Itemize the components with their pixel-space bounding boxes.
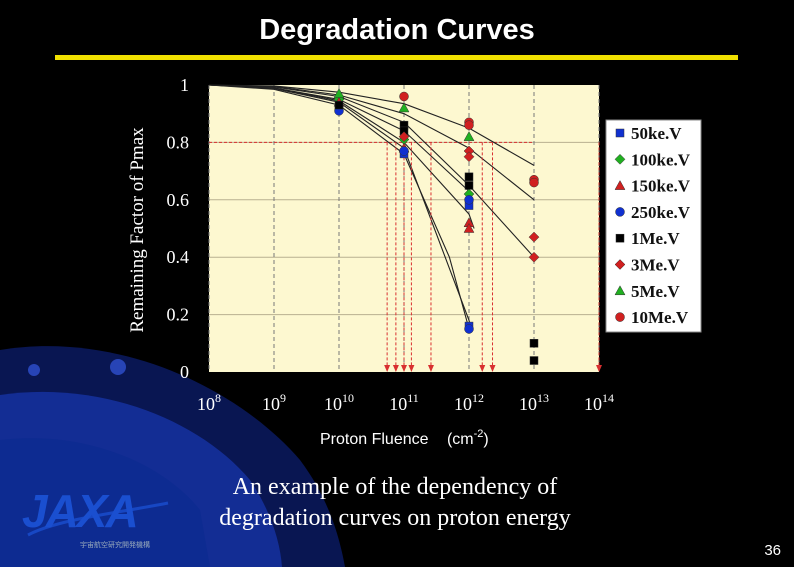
legend-marker [615, 128, 625, 138]
legend-marker [614, 180, 626, 190]
fit-curve [208, 84, 470, 330]
threshold-arrow-head [408, 365, 415, 372]
legend: 50ke.V 100ke.V 150ke.V 250ke.V 1Me.V 3Me.V 5Me… [605, 119, 702, 333]
data-point [464, 195, 474, 205]
threshold-arrow-head [427, 365, 434, 372]
x-tick-label: 108 [197, 391, 221, 414]
legend-box [605, 119, 702, 333]
x-tick-label: 1011 [389, 391, 419, 414]
threshold-arrow-head [489, 365, 496, 372]
data-point [334, 100, 344, 110]
legend-label: 1Me.V [631, 229, 680, 248]
data-point [464, 120, 474, 130]
legend-marker [614, 153, 626, 165]
x-tick-label: 1010 [324, 391, 354, 414]
data-point [529, 339, 539, 348]
jaxa-logo: JAXA 宇宙航空研究開発機構 [22, 485, 169, 549]
y-axis-label: Remaining Factor of Pmax [127, 127, 148, 333]
threshold-arrow-head [596, 365, 602, 372]
legend-label: 100ke.V [631, 150, 691, 169]
data-point [399, 91, 409, 102]
x-axis-unit-close: ) [483, 431, 488, 448]
legend-label: 50ke.V [631, 124, 682, 143]
page-number: 36 [764, 542, 781, 559]
data-point [528, 251, 540, 263]
threshold-arrow-head [392, 365, 399, 372]
y-tick-label: 0.2 [167, 305, 190, 325]
legend-marker [615, 312, 625, 322]
fit-curve [208, 84, 535, 258]
caption-line-1: An example of the dependency of [232, 474, 558, 500]
x-axis-unit-exp: -2 [474, 428, 484, 440]
title-underline [55, 55, 738, 60]
legend-label: 250ke.V [631, 203, 691, 222]
data-point [463, 131, 475, 141]
y-tick-label: 0.8 [167, 132, 190, 152]
data-point [529, 177, 539, 188]
legend-label: 3Me.V [631, 256, 680, 275]
legend-marker [615, 207, 625, 217]
y-tick-label: 1 [180, 75, 189, 95]
x-axis-label: Proton Fluence (cm-2) [320, 428, 489, 448]
data-point [463, 222, 475, 233]
y-tick-labels: 0 0.2 0.4 0.6 0.8 1 [167, 75, 190, 382]
x-axis-unit: (cm [447, 431, 474, 448]
legend-marker [614, 285, 626, 296]
x-tick-label: 109 [262, 391, 286, 414]
legend-label: 10Me.V [631, 308, 689, 327]
x-axis-label-text: Proton Fluence [320, 431, 429, 448]
data-point [464, 324, 474, 334]
data-point [399, 146, 409, 156]
legend-marker [614, 259, 626, 270]
threshold-arrow-head [384, 365, 391, 372]
y-tick-label: 0.4 [167, 247, 190, 267]
data-point [464, 172, 474, 182]
y-tick-label: 0.6 [167, 190, 190, 210]
legend-label: 150ke.V [631, 177, 691, 196]
caption-line-2: degradation curves on proton energy [219, 505, 571, 531]
jaxa-logo-subtext: 宇宙航空研究開発機構 [80, 540, 150, 549]
x-tick-label: 1012 [454, 391, 484, 414]
threshold-arrow-head [401, 365, 407, 372]
x-tick-label: 1013 [519, 391, 549, 414]
data-point [398, 131, 410, 143]
legend-marker [615, 233, 625, 243]
data-points [333, 88, 540, 365]
threshold-arrows [384, 142, 602, 372]
data-point [464, 181, 474, 190]
data-point [528, 231, 540, 243]
slide-title: Degradation Curves [259, 14, 535, 46]
slide-caption: An example of the dependency of degradat… [150, 472, 640, 534]
y-tick-label: 0 [180, 362, 189, 382]
data-point [333, 88, 345, 98]
x-tick-label: 1014 [584, 391, 614, 414]
data-point [529, 356, 539, 365]
x-tick-labels: 108 109 1010 1011 1012 1013 1014 [197, 391, 614, 414]
threshold-arrow-head [479, 365, 486, 372]
data-point [463, 151, 475, 163]
legend-label: 5Me.V [631, 282, 680, 301]
data-point [398, 102, 410, 113]
